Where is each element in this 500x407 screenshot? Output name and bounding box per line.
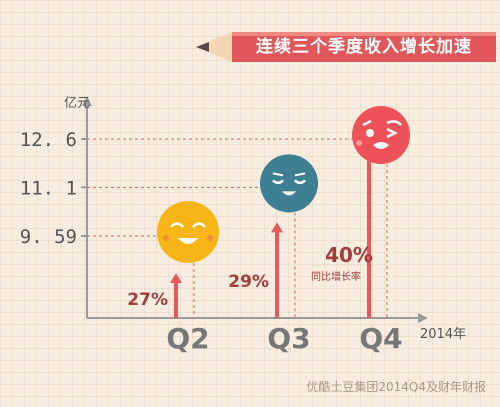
x-tick-label: Q4 — [359, 322, 402, 355]
x-axis-label: 2014年 — [420, 327, 466, 342]
wink-face-icon — [352, 106, 410, 164]
smile-face-icon — [157, 201, 219, 263]
x-tick-label: Q2 — [166, 322, 209, 355]
growth-label: 27% — [127, 290, 168, 310]
growth-arrow — [170, 273, 182, 318]
banner-title: 连续三个季度收入增长加速 — [256, 37, 472, 57]
y-tick-label: 12. 6 — [20, 129, 77, 151]
pencil-icon — [196, 32, 496, 62]
growth-arrow — [363, 139, 375, 318]
growth-label: 40% — [325, 243, 373, 267]
y-axis-label: 亿元 — [64, 96, 90, 111]
x-axis-arrow-icon — [418, 313, 428, 323]
source-note: 优酷土豆集团2014Q4及财年财报 — [306, 380, 486, 394]
banner — [196, 32, 496, 62]
y-tick-label: 9. 59 — [20, 226, 77, 248]
y-tick-label: 11. 1 — [20, 177, 77, 199]
growth-note: 同比增长率 — [311, 270, 361, 283]
x-tick-label: Q3 — [267, 322, 310, 355]
calm-face-icon — [260, 154, 318, 213]
growth-label: 29% — [228, 272, 269, 292]
growth-arrow — [271, 222, 283, 318]
y-axis-arrow-icon — [82, 96, 92, 106]
